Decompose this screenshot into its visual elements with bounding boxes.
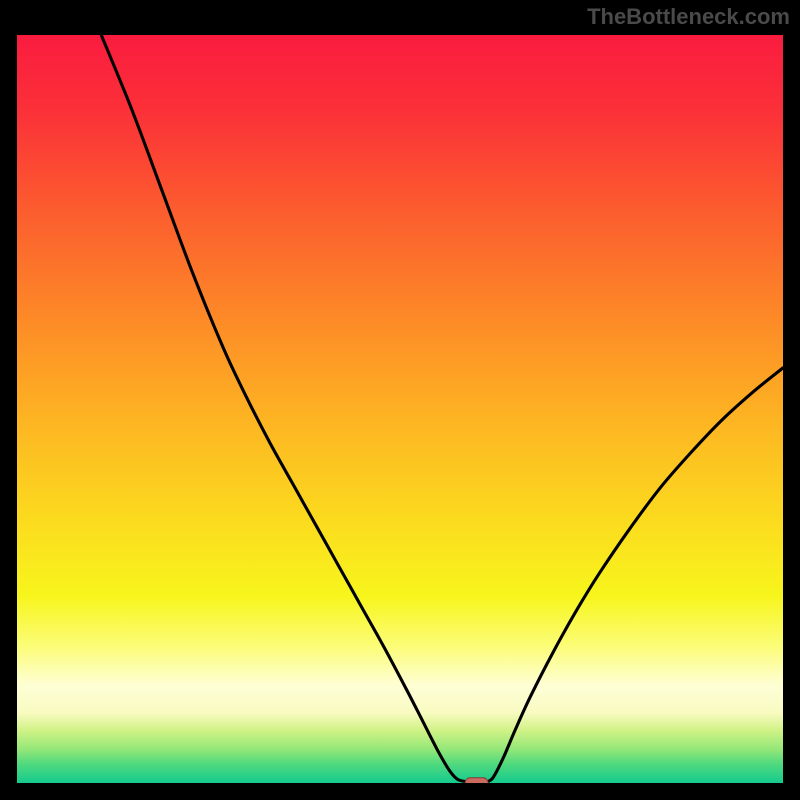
chart-svg (17, 35, 783, 783)
plot-area (17, 35, 783, 783)
watermark-text: TheBottleneck.com (587, 4, 790, 30)
gradient-background (17, 35, 783, 783)
chart-frame: TheBottleneck.com (0, 0, 800, 800)
bottleneck-marker (465, 778, 488, 783)
